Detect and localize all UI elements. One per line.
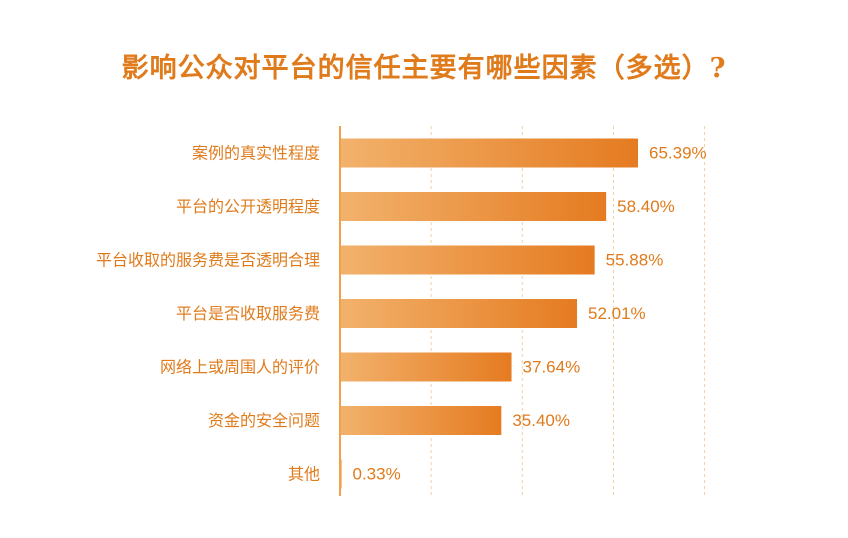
bar [340,299,578,328]
value-label: 35.40% [512,411,570,430]
category-label: 平台是否收取服务费 [176,304,320,323]
value-labels: 65.39% 58.40% 55.88% 52.01% 37.64% 35.40% 0.33… [353,144,707,484]
bars [340,138,638,489]
bar [340,406,502,435]
value-label: 52.01% [588,304,646,323]
category-label: 网络上或周围人的评价 [160,358,320,377]
bar [340,138,638,168]
value-label: 58.40% [617,197,675,216]
category-labels: 案例的真实性程度平台的公开透明程度平台收取的服务费是否透明合理平台是否收取服务费… [96,144,320,484]
category-label: 其他 [288,465,320,484]
category-label: 平台收取的服务费是否透明合理 [96,251,320,270]
bar [340,245,595,275]
chart-title: 影响公众对平台的信任主要有哪些因素（多选）? [121,53,727,84]
bar [340,352,512,382]
value-label: 37.64% [523,358,581,377]
bar [340,192,607,221]
category-label: 平台的公开透明程度 [176,197,320,216]
value-label: 65.39% [649,144,707,163]
category-label: 案例的真实性程度 [192,144,320,163]
value-label: 55.88% [606,251,664,270]
value-label: 0.33% [353,465,401,484]
category-label: 资金的安全问题 [208,411,320,430]
